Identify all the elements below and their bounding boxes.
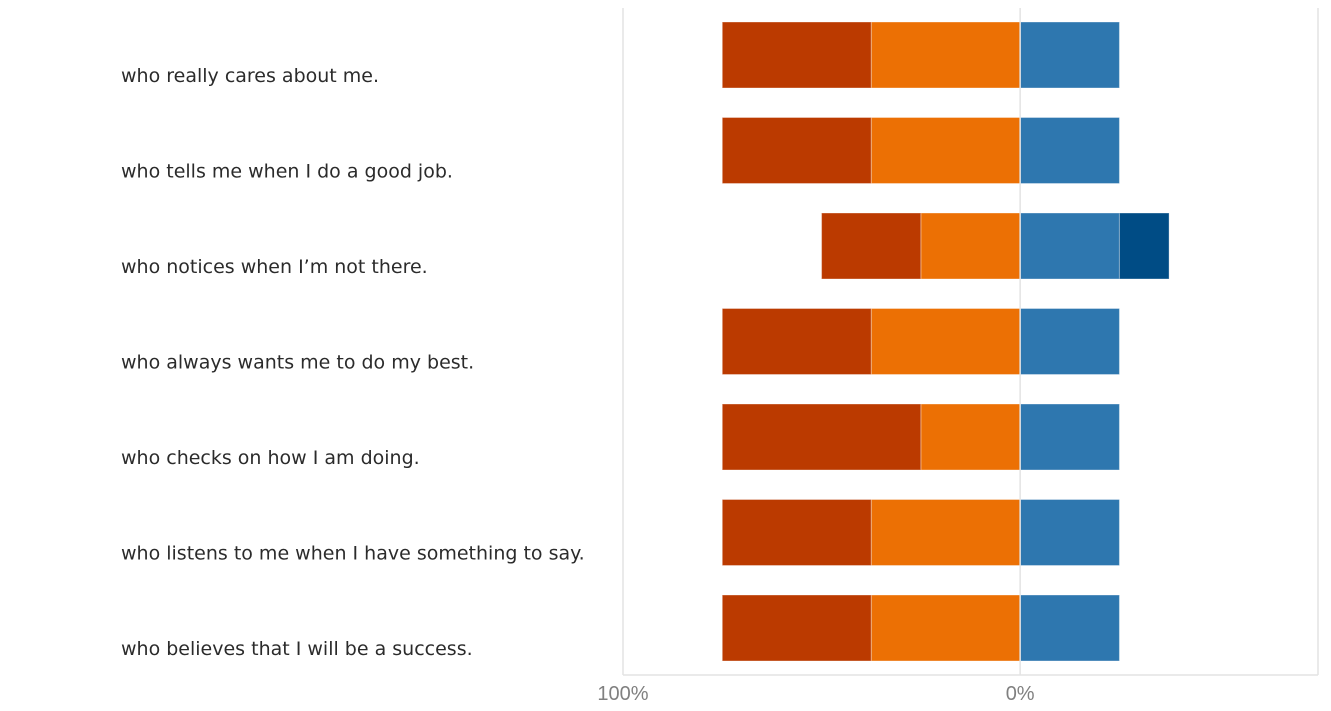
bar-segment-neg-7-2 [870, 594, 1021, 662]
bar-segment-pos-6-1 [1019, 499, 1120, 566]
bar-segment-neg-1-2 [870, 21, 1021, 89]
bar-segment-pos-7-1 [1019, 594, 1120, 662]
bar-segment-neg-6-1 [721, 499, 872, 566]
bar-segment-pos-3-2 [1118, 212, 1170, 280]
bar-segment-pos-4-1 [1019, 308, 1120, 375]
bar-segment-pos-1-1 [1019, 21, 1120, 89]
bar-segment-neg-7-1 [721, 594, 872, 662]
bar-segment-neg-1-1 [721, 21, 872, 89]
row-label-1: who really cares about me. [121, 65, 379, 87]
bar-segment-neg-2-2 [870, 117, 1021, 184]
bar-segment-neg-4-2 [870, 308, 1021, 375]
bar-segment-pos-2-1 [1019, 117, 1120, 184]
row-label-7: who believes that I will be a success. [121, 638, 473, 660]
bar-segment-neg-3-2 [920, 212, 1021, 280]
x-tick-label-1: 100% [597, 683, 648, 705]
bar-segment-neg-6-2 [870, 499, 1021, 566]
bar-segment-neg-4-1 [721, 308, 872, 375]
x-tick-label-2: 0% [1006, 683, 1035, 705]
bar-segment-neg-5-1 [721, 403, 922, 471]
bar-segment-neg-5-2 [920, 403, 1021, 471]
row-label-6: who listens to me when I have something … [121, 543, 585, 565]
row-label-5: who checks on how I am doing. [121, 447, 420, 469]
bar-segment-pos-5-1 [1019, 403, 1120, 471]
bar-segment-neg-2-1 [721, 117, 872, 184]
bar-segment-pos-3-1 [1019, 212, 1120, 280]
row-label-4: who always wants me to do my best. [121, 352, 474, 374]
row-label-2: who tells me when I do a good job. [121, 161, 453, 183]
row-label-3: who notices when I’m not there. [121, 256, 428, 278]
bar-segment-neg-3-1 [821, 212, 922, 280]
